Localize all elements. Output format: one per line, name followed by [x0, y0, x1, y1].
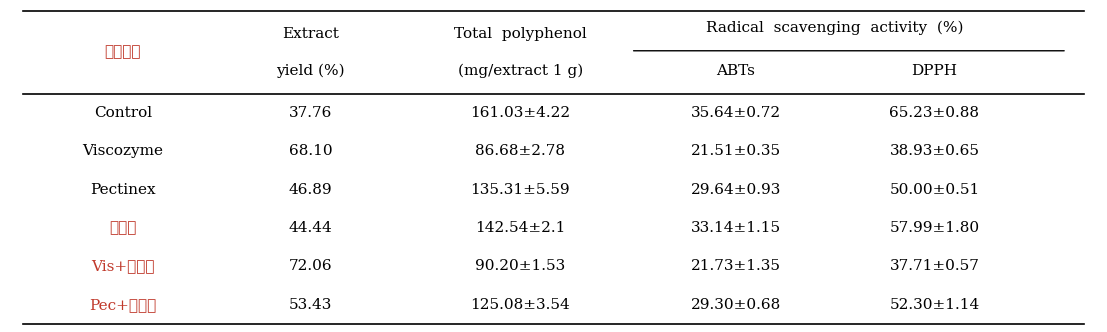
Text: 초고압: 초고압 [110, 221, 136, 235]
Text: 65.23±0.88: 65.23±0.88 [889, 106, 980, 120]
Text: 125.08±3.54: 125.08±3.54 [470, 298, 570, 312]
Text: 21.73±1.35: 21.73±1.35 [691, 259, 780, 274]
Text: Viscozyme: Viscozyme [82, 144, 164, 158]
Text: 29.64±0.93: 29.64±0.93 [691, 183, 780, 197]
Text: Pec+초고압: Pec+초고압 [90, 298, 156, 312]
Text: 68.10: 68.10 [289, 144, 332, 158]
Text: Extract: Extract [282, 27, 339, 41]
Text: Control: Control [94, 106, 152, 120]
Text: 37.76: 37.76 [289, 106, 332, 120]
Text: 44.44: 44.44 [289, 221, 332, 235]
Text: 29.30±0.68: 29.30±0.68 [691, 298, 780, 312]
Text: 37.71±0.57: 37.71±0.57 [890, 259, 980, 274]
Text: 135.31±5.59: 135.31±5.59 [470, 183, 570, 197]
Text: 72.06: 72.06 [289, 259, 332, 274]
Text: 90.20±1.53: 90.20±1.53 [475, 259, 566, 274]
Text: (mg/extract 1 g): (mg/extract 1 g) [458, 63, 583, 78]
Text: Pectinex: Pectinex [90, 183, 156, 197]
Text: 52.30±1.14: 52.30±1.14 [889, 298, 980, 312]
Text: Vis+초고압: Vis+초고압 [91, 259, 155, 274]
Text: 86.68±2.78: 86.68±2.78 [475, 144, 566, 158]
Text: DPPH: DPPH [911, 63, 958, 78]
Text: 가죽나물: 가죽나물 [104, 45, 141, 59]
Text: 35.64±0.72: 35.64±0.72 [691, 106, 780, 120]
Text: yield (%): yield (%) [277, 63, 345, 78]
Text: 53.43: 53.43 [289, 298, 332, 312]
Text: 142.54±2.1: 142.54±2.1 [475, 221, 566, 235]
Text: 161.03±4.22: 161.03±4.22 [470, 106, 570, 120]
Text: 21.51±0.35: 21.51±0.35 [691, 144, 780, 158]
Text: Total  polyphenol: Total polyphenol [454, 27, 587, 41]
Text: ABTs: ABTs [716, 63, 755, 78]
Text: 57.99±1.80: 57.99±1.80 [889, 221, 980, 235]
Text: 46.89: 46.89 [289, 183, 332, 197]
Text: Radical  scavenging  activity  (%): Radical scavenging activity (%) [706, 21, 964, 35]
Text: 38.93±0.65: 38.93±0.65 [889, 144, 980, 158]
Text: 50.00±0.51: 50.00±0.51 [889, 183, 980, 197]
Text: 33.14±1.15: 33.14±1.15 [691, 221, 780, 235]
